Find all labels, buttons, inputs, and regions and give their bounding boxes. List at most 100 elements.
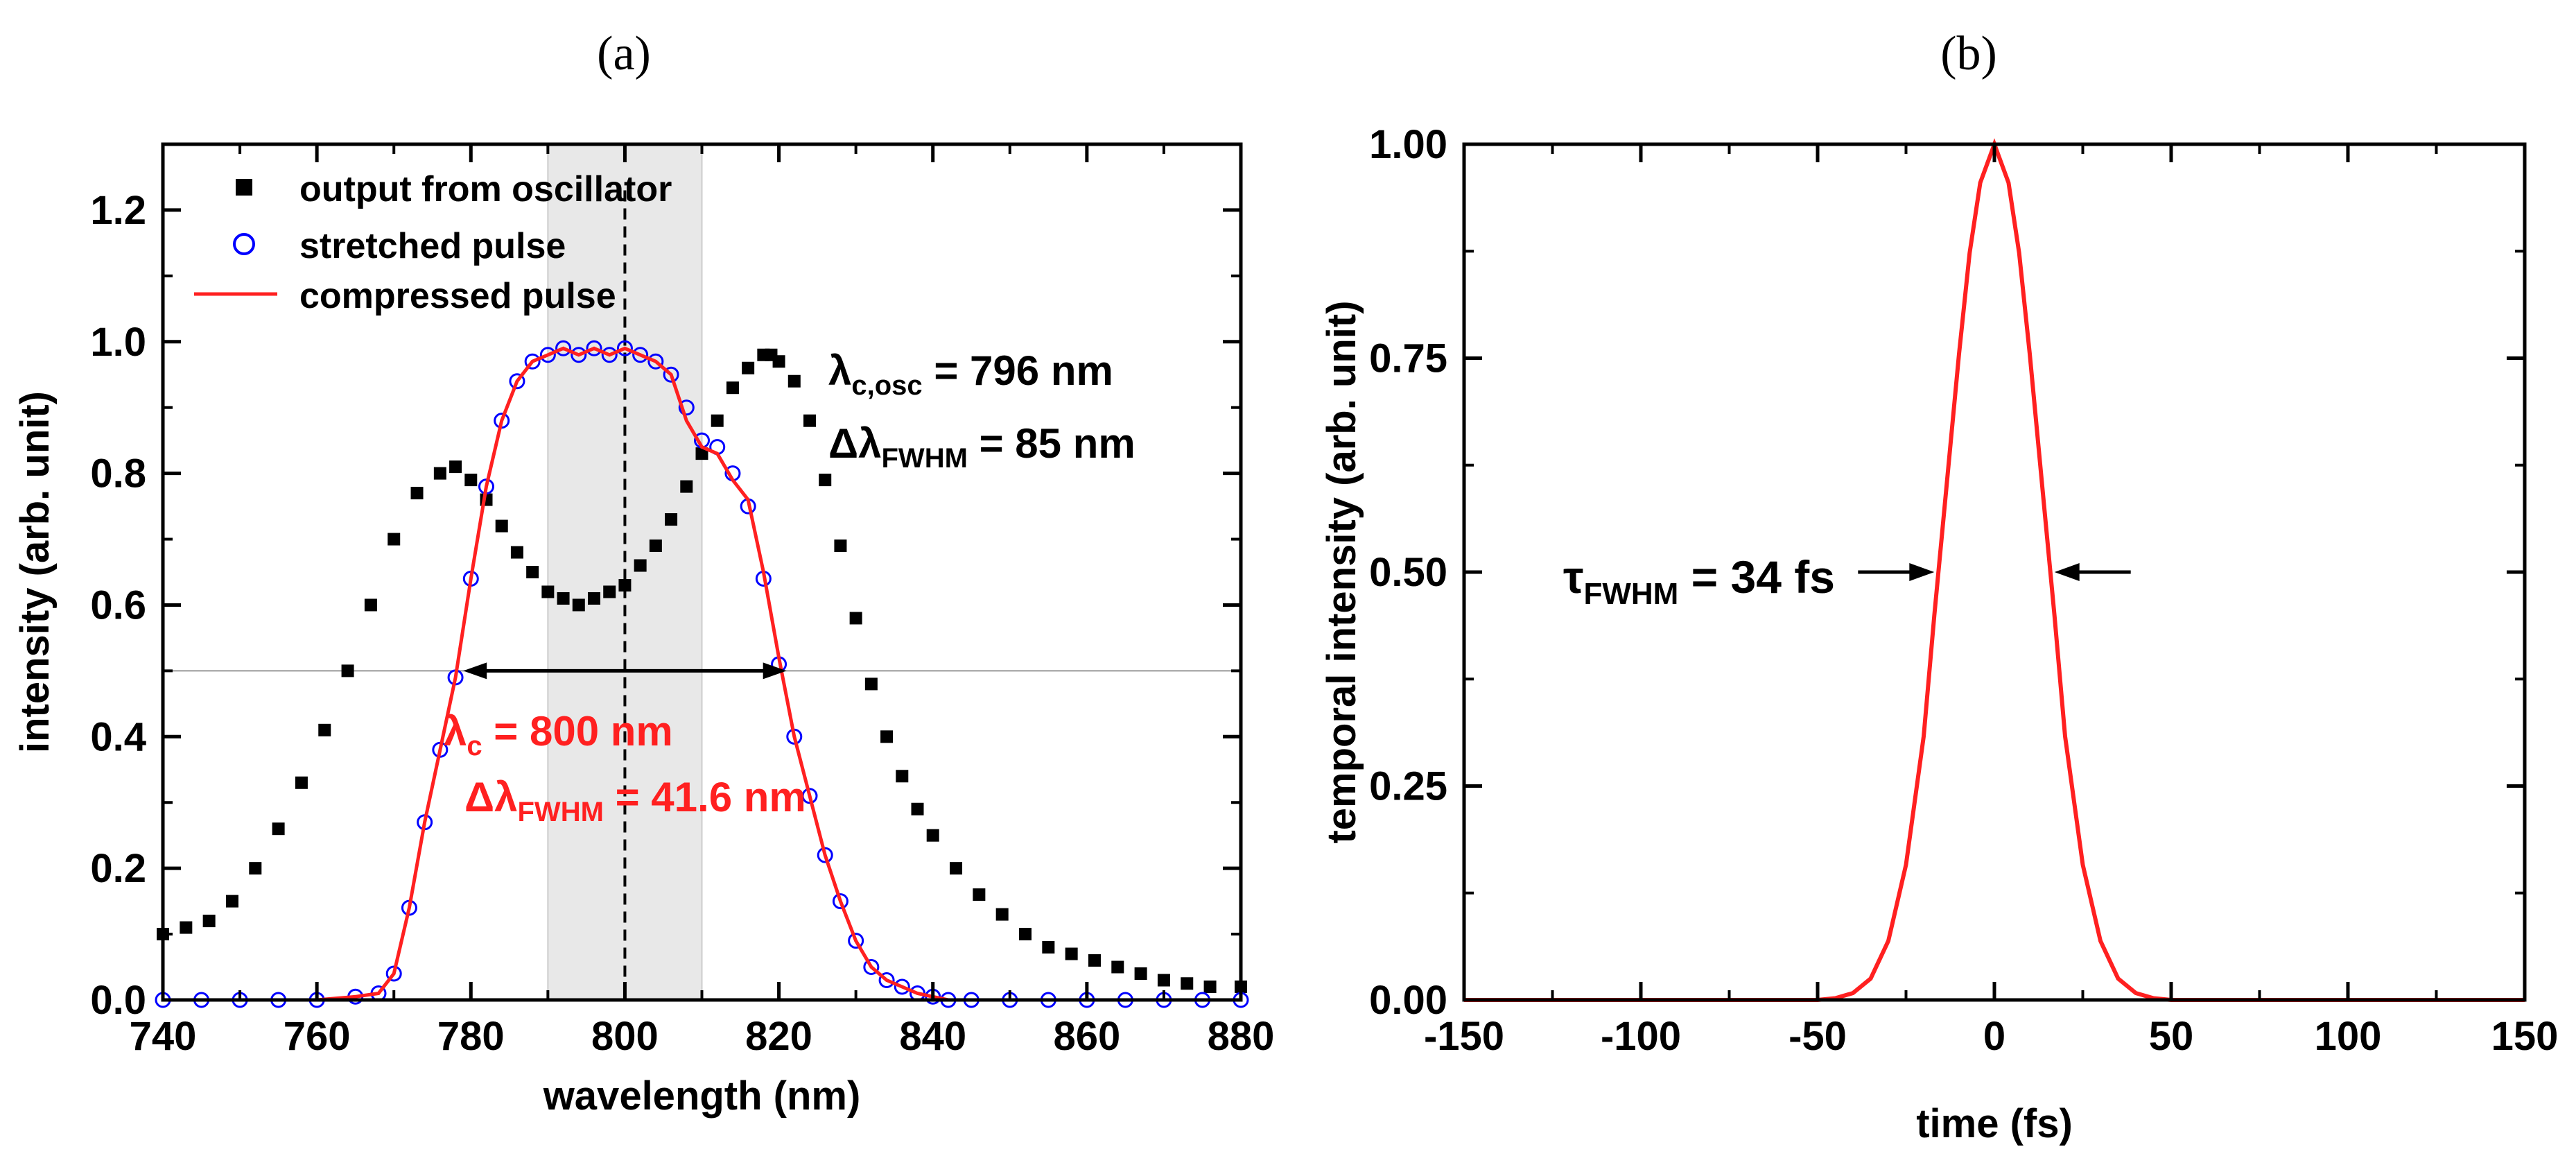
oscillator-point (1157, 974, 1170, 987)
y-axis-title-b: temporal intensity (arb. unit) (1319, 300, 1364, 843)
fwhm-arrowhead-right (763, 662, 787, 680)
panel-b-ticks: -150 -100 -50 0 50 100 150 0.00 0.25 0.50 0.75 1.00 (1369, 122, 2558, 1059)
oscillator-point (388, 533, 401, 546)
oscillator-point (680, 480, 693, 493)
oscillator-point (973, 888, 986, 901)
oscillator-point (249, 862, 262, 875)
oscillator-point (341, 664, 354, 677)
x-tick-label: 0 (1983, 1014, 2005, 1059)
oscillator-point (180, 921, 193, 934)
annotation-osc-center-sub: c,osc (851, 370, 922, 401)
annotation-comp-center-value: = 800 nm (482, 708, 673, 754)
oscillator-point (557, 592, 570, 605)
x-tick-label: 820 (745, 1014, 812, 1059)
annotation-comp-center: λc = 800 nm (444, 708, 673, 761)
stretched-point (539, 347, 556, 363)
legend-marker-stretched (233, 233, 255, 255)
stretched-point (678, 399, 695, 416)
x-tick-label: -100 (1601, 1014, 1681, 1059)
oscillator-point (572, 598, 585, 612)
x-axis-title: wavelength (nm) (543, 1073, 861, 1119)
oscillator-point (495, 519, 508, 533)
oscillator-point (541, 585, 555, 598)
y-tick-label: 0.4 (90, 714, 146, 759)
oscillator-point (202, 915, 216, 928)
oscillator-point (526, 566, 539, 578)
stretched-point (894, 978, 910, 995)
oscillator-point (695, 447, 708, 460)
y-tick-label: 1.0 (90, 320, 146, 365)
panel-a-chart: 740 760 780 800 820 840 860 880 0.0 0.2 0.4 0.6 0.8 1… (12, 142, 1275, 1119)
oscillator-point (995, 908, 1009, 921)
stretched-point (524, 353, 541, 370)
y-tick-label: 0.75 (1369, 336, 1447, 381)
oscillator-point (1111, 960, 1124, 974)
stretched-point (647, 353, 664, 370)
oscillator-point (618, 578, 632, 592)
fwhm-arrowhead-left (1909, 563, 1935, 581)
oscillator-point (464, 474, 478, 487)
oscillator-point (449, 460, 462, 474)
oscillator-point (1181, 977, 1194, 990)
stretched-point (632, 347, 649, 363)
panel-a-label: (a) (597, 27, 651, 80)
annotation-comp-fwhm: ΔλFWHM = 41.6 nm (464, 774, 806, 827)
oscillator-point (295, 776, 308, 789)
y-tick-label: 0.8 (90, 451, 146, 497)
annotation-pulse-duration: τFWHM = 34 fs (1563, 551, 1835, 611)
y-tick-label: 0.0 (90, 978, 146, 1023)
stretched-point (863, 959, 880, 976)
panel-a-ticks: 740 760 780 800 820 840 860 880 0.0 0.2 0.4 0.6 0.8 1… (90, 143, 1275, 1059)
stretched-point (601, 347, 618, 363)
x-tick-label: 150 (2491, 1014, 2559, 1059)
oscillator-point (649, 539, 662, 553)
oscillator-point (950, 862, 963, 875)
oscillator-point (410, 487, 424, 500)
oscillator-point (711, 414, 724, 427)
x-tick-label: 840 (899, 1014, 966, 1059)
oscillator-point (1065, 947, 1078, 960)
oscillator-point (911, 802, 924, 815)
oscillator-point (880, 730, 894, 743)
y-tick-label: 1.00 (1369, 122, 1447, 167)
annotation-comp-fwhm-sub: FWHM (518, 797, 604, 827)
stretched-point (817, 847, 833, 863)
x-tick-label: -50 (1789, 1014, 1847, 1059)
x-tick-label: -150 (1424, 1014, 1504, 1059)
fwhm-arrowhead-right (2054, 563, 2080, 581)
x-tick-label: 880 (1208, 1014, 1275, 1059)
x-tick-label: 860 (1053, 1014, 1120, 1059)
y-tick-label: 1.2 (90, 188, 146, 233)
annotation-comp-fwhm-prefix: Δλ (464, 774, 518, 820)
panel-b-series (1464, 138, 2525, 1002)
stretched-point (801, 788, 818, 804)
oscillator-point (864, 677, 878, 691)
oscillator-point (1203, 981, 1217, 994)
stretched-point (878, 972, 895, 989)
panel-b-chart: -150 -100 -50 0 50 100 150 0.00 0.25 0.50 0.75 1.00… (1319, 122, 2558, 1146)
legend-label-stretched: stretched pulse (299, 226, 566, 266)
oscillator-point (665, 513, 678, 526)
oscillator-point (318, 723, 331, 736)
y-tick-label: 0.25 (1369, 764, 1447, 809)
oscillator-point (433, 467, 446, 480)
annotation-osc-fwhm-prefix: Δλ (828, 420, 882, 467)
legend-marker-oscillator (236, 179, 252, 196)
x-tick-label: 50 (2149, 1014, 2194, 1059)
annotation-osc-fwhm-sub: FWHM (882, 443, 968, 474)
oscillator-point (834, 539, 847, 553)
x-tick-label: 800 (591, 1014, 659, 1059)
oscillator-point (603, 585, 616, 598)
x-axis-title-b: time (fs) (1916, 1101, 2073, 1146)
annotation-comp-center-prefix: λ (444, 708, 467, 754)
stretched-point (848, 933, 864, 949)
oscillator-point (225, 895, 238, 908)
oscillator-point (896, 770, 909, 783)
oscillator-point (726, 381, 739, 395)
annotation-osc-fwhm: ΔλFWHM = 85 nm (828, 420, 1135, 474)
oscillator-point (803, 414, 816, 427)
oscillator-point (272, 822, 285, 836)
oscillator-point (772, 355, 785, 368)
